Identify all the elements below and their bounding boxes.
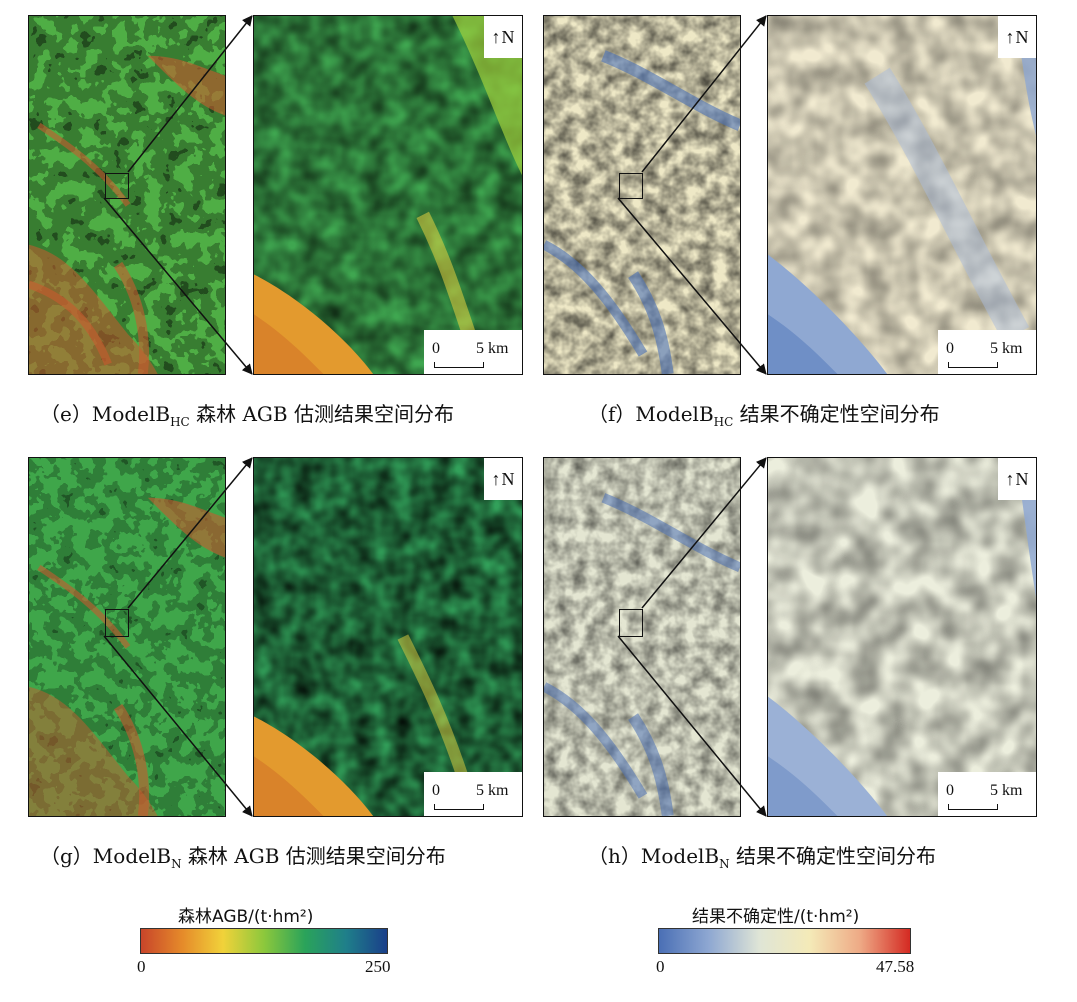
agb-legend-max: 250 [365, 957, 391, 976]
north-arrow-icon: ↑ [491, 468, 501, 489]
scale-zero: 0 [432, 782, 440, 799]
uncertainty-legend-title: 结果不确定性/(t·hm²) [692, 907, 860, 927]
uncertainty-zoom-map-h: ↑ N 0 5 km [767, 457, 1037, 817]
scale-bar: 0 5 km [938, 772, 1036, 816]
scale-label: 5 km [476, 782, 509, 799]
agb-zoom-map-e: ↑ N 0 5 km [253, 15, 523, 375]
caption-subscript: HC [713, 415, 734, 429]
north-label: N [1015, 468, 1029, 489]
scale-label: 5 km [990, 782, 1023, 799]
caption-g: （g）ModelBN 森林 AGB 估测结果空间分布 [40, 840, 446, 871]
agb-overview-map-g [28, 457, 226, 817]
caption-suffix: 森林 AGB 估测结果空间分布 [189, 402, 454, 426]
uncertainty-overview-map-h [543, 457, 741, 817]
caption-subscript: N [171, 857, 182, 871]
caption-subscript: HC [170, 415, 190, 429]
uncertainty-legend-max: 47.58 [876, 957, 915, 976]
caption-suffix: 结果不确定性空间分布 [729, 844, 936, 868]
north-arrow: ↑ N [484, 458, 522, 500]
zoom-region-box [105, 173, 129, 199]
agb-legend: 森林AGB/(t·hm²) 0 250 [130, 902, 400, 992]
scale-bar: 0 5 km [424, 772, 522, 816]
scale-bar-line [434, 804, 484, 810]
caption-suffix: 结果不确定性空间分布 [733, 402, 940, 426]
caption-prefix: （h）ModelB [588, 844, 720, 868]
uncertainty-overview-raster [544, 458, 740, 816]
caption-prefix: （g）ModelB [40, 844, 172, 868]
caption-prefix: （f）ModelB [588, 402, 714, 426]
scale-zero: 0 [946, 782, 954, 799]
agb-zoom-map-g: ↑ N 0 5 km [253, 457, 523, 817]
caption-suffix: 森林 AGB 估测结果空间分布 [181, 844, 446, 868]
scale-bar: 0 5 km [938, 330, 1036, 374]
scale-bar-line [948, 362, 998, 368]
caption-h: （h）ModelBN 结果不确定性空间分布 [588, 840, 936, 871]
north-arrow: ↑ N [484, 16, 522, 58]
north-arrow: ↑ N [998, 16, 1036, 58]
north-arrow-icon: ↑ [1005, 468, 1015, 489]
agb-legend-min: 0 [137, 957, 146, 976]
agb-overview-map-e [28, 15, 226, 375]
scale-label: 5 km [476, 340, 509, 357]
agb-zoom-raster [254, 458, 522, 816]
uncertainty-legend-min: 0 [656, 957, 665, 976]
agb-overview-raster [29, 458, 225, 816]
agb-zoom-raster [254, 16, 522, 374]
caption-f: （f）ModelBHC 结果不确定性空间分布 [588, 398, 940, 429]
scale-bar-line [948, 804, 998, 810]
north-arrow-icon: ↑ [491, 26, 501, 47]
agb-legend-title: 森林AGB/(t·hm²) [178, 907, 314, 927]
caption-prefix: （e）ModelB [40, 402, 171, 426]
uncertainty-legend: 结果不确定性/(t·hm²) 0 47.58 [648, 902, 938, 992]
north-label: N [501, 26, 515, 47]
scale-bar: 0 5 km [424, 330, 522, 374]
scale-zero: 0 [432, 340, 440, 357]
uncertainty-colorbar [658, 928, 911, 954]
north-label: N [1015, 26, 1029, 47]
north-arrow: ↑ N [998, 458, 1036, 500]
caption-subscript: N [719, 857, 730, 871]
scale-zero: 0 [946, 340, 954, 357]
caption-e: （e）ModelBHC 森林 AGB 估测结果空间分布 [40, 398, 454, 429]
zoom-region-box [619, 609, 643, 637]
uncertainty-zoom-raster [768, 458, 1036, 816]
north-arrow-icon: ↑ [1005, 26, 1015, 47]
scale-label: 5 km [990, 340, 1023, 357]
zoom-region-box [105, 609, 129, 637]
agb-colorbar [140, 928, 388, 954]
uncertainty-zoom-map-f: ↑ N 0 5 km [767, 15, 1037, 375]
zoom-region-box [619, 173, 643, 199]
north-label: N [501, 468, 515, 489]
scale-bar-line [434, 362, 484, 368]
uncertainty-zoom-raster [768, 16, 1036, 374]
uncertainty-overview-map-f [543, 15, 741, 375]
